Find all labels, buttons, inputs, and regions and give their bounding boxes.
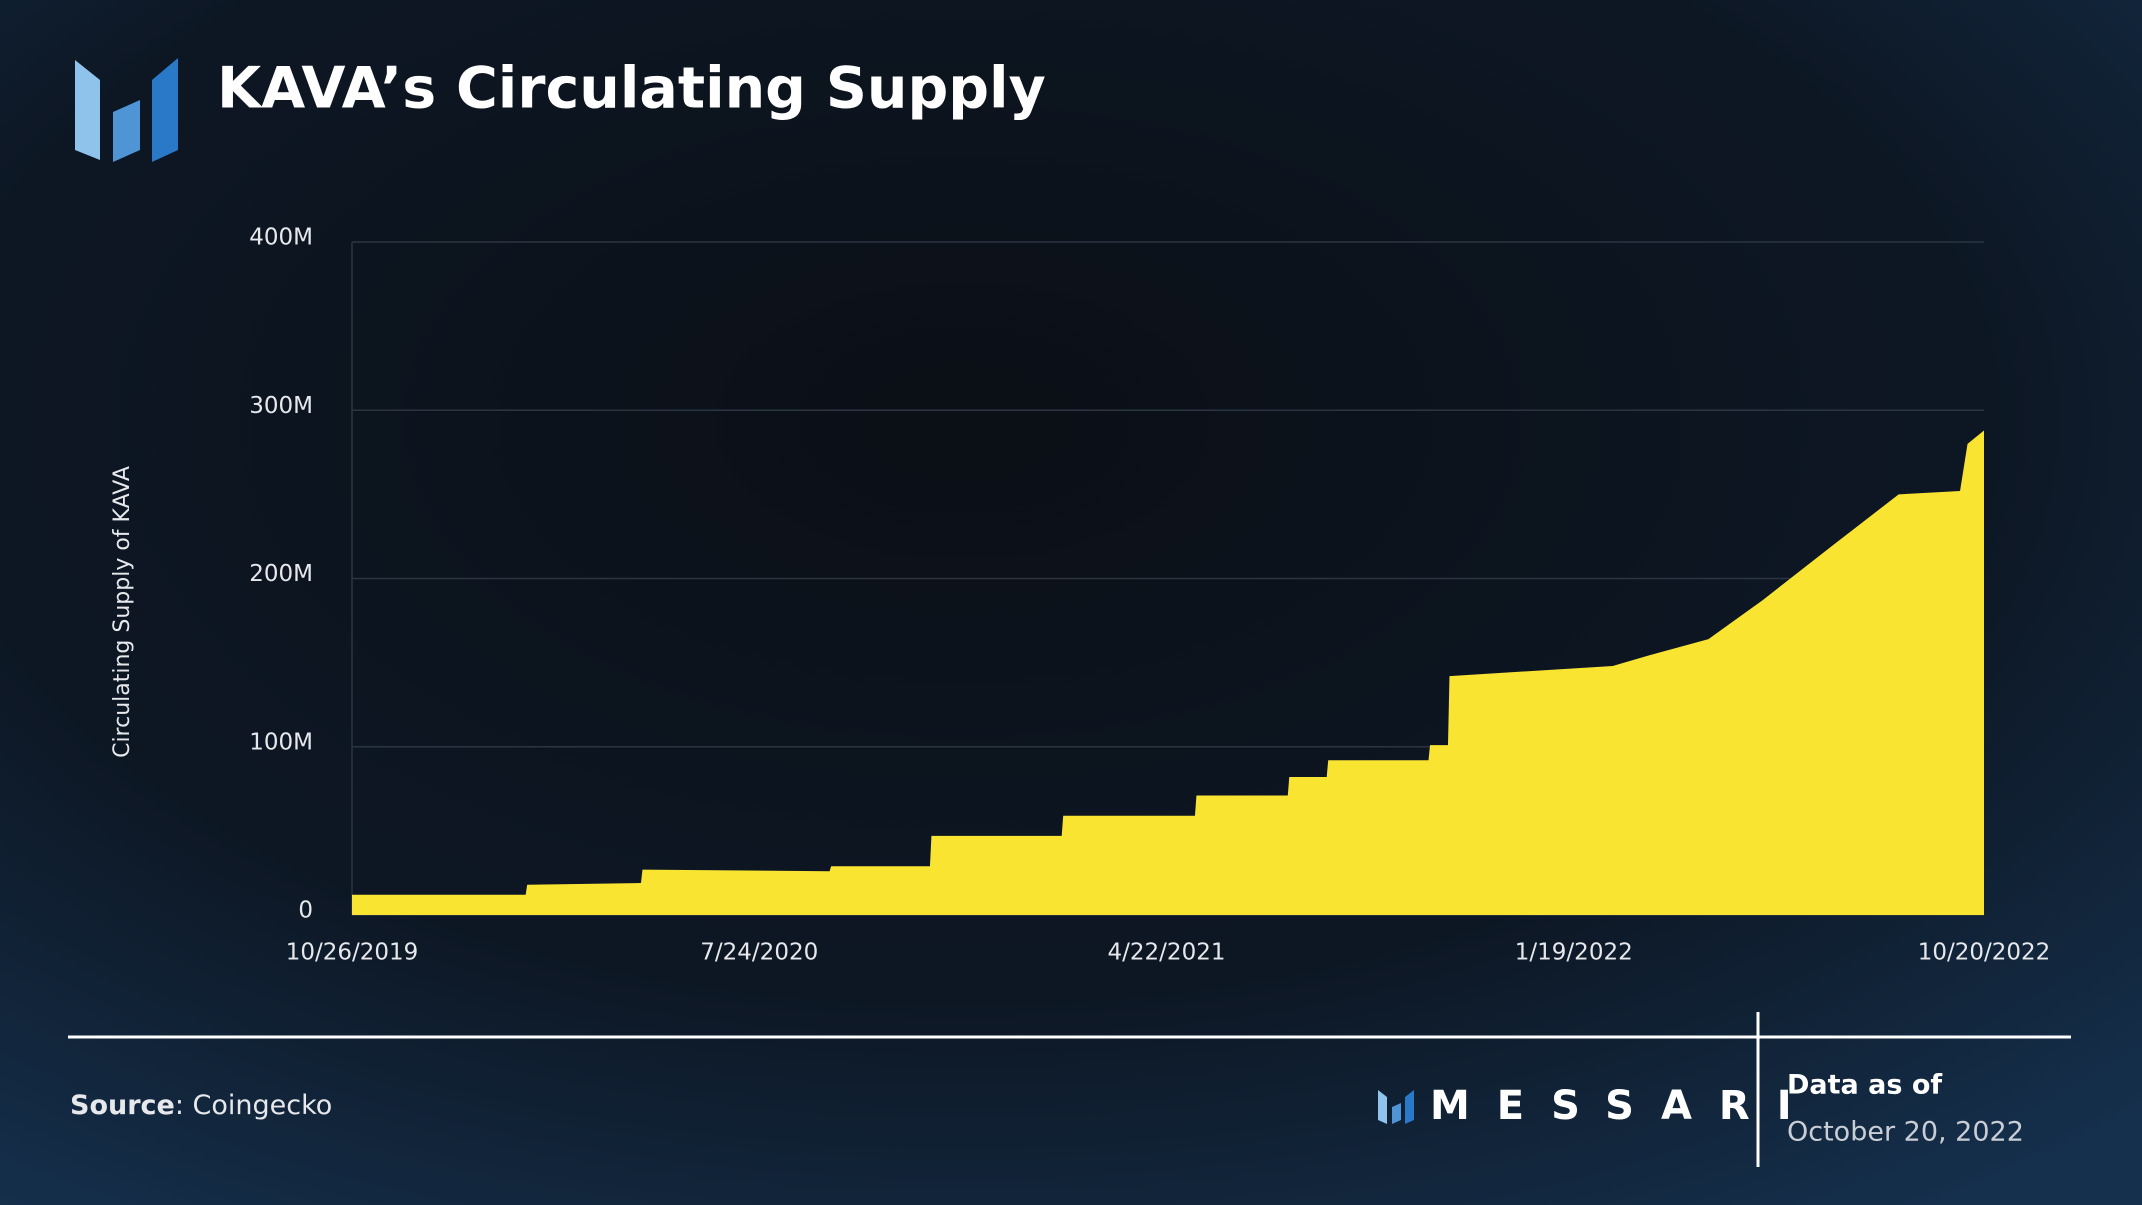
area	[352, 430, 1984, 915]
y-axis-label: Circulating Supply of KAVA	[110, 466, 135, 758]
brand-logo	[1378, 1090, 1414, 1124]
x-tick-label: 10/26/2019	[286, 940, 419, 966]
x-tick-label: 1/19/2022	[1515, 940, 1633, 966]
source-name: : Coingecko	[175, 1090, 332, 1121]
source: Source: Coingecko	[70, 1090, 332, 1121]
x-tick-label: 7/24/2020	[700, 940, 818, 966]
plot: 0 100M 200M 300M 400M 10/26/2019 7/24/2020 4/22…	[249, 225, 2050, 966]
date-label: Data as of	[1787, 1070, 1942, 1101]
y-tick-label: 200M	[249, 561, 313, 587]
y-tick-label: 0	[298, 898, 313, 924]
x-tick-label: 4/22/2021	[1108, 940, 1226, 966]
logo	[75, 58, 178, 162]
brand: MESSARI	[1430, 1083, 1819, 1129]
y-tick-label: 100M	[249, 729, 313, 755]
source-label: Source	[70, 1090, 175, 1121]
chart-title: KAVA’s Circulating Supply	[217, 56, 1046, 122]
y-tick-label: 400M	[249, 225, 313, 251]
x-tick-label: 10/20/2022	[1918, 940, 2051, 966]
y-tick-label: 300M	[249, 393, 313, 419]
date: October 20, 2022	[1787, 1117, 2024, 1148]
